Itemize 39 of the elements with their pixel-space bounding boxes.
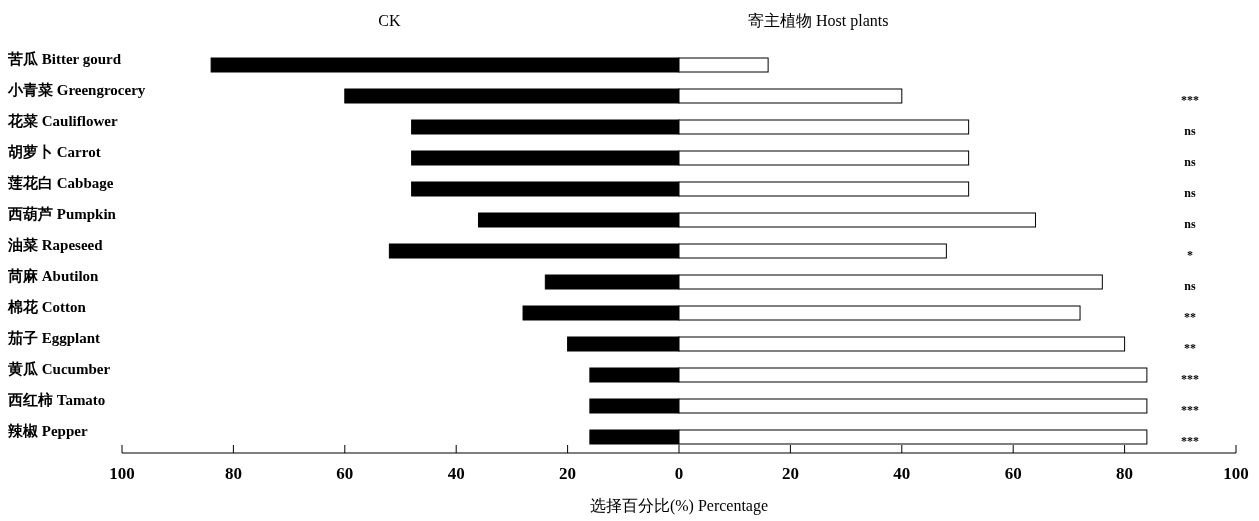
annotation: ns: [1184, 279, 1196, 293]
annotation: ***: [1181, 93, 1199, 107]
annotation: ns: [1184, 186, 1196, 200]
annotation: **: [1184, 310, 1196, 324]
y-tick-label: 小青菜 Greengrocery: [7, 82, 146, 98]
y-tick-label: 花菜 Cauliflower: [7, 113, 118, 129]
x-tick-label: 100: [1223, 464, 1249, 483]
y-tick-label: 西红柿 Tamato: [7, 392, 106, 408]
y-tick-label: 茄子 Eggplant: [7, 330, 101, 346]
series-label: 寄主植物 Host plants: [748, 12, 889, 30]
x-tick-label: 60: [1004, 464, 1022, 483]
x-tick-label: 40: [893, 464, 911, 483]
y-tick-label: 苘麻 Abutilon: [7, 267, 100, 284]
x-tick-label: 0: [674, 464, 684, 483]
annotation: ***: [1181, 372, 1199, 386]
annotation: *: [1187, 248, 1193, 262]
y-tick-label: 西葫芦 Pumpkin: [7, 206, 117, 222]
y-tick-label: 苦瓜 Bitter gourd: [7, 51, 122, 67]
x-tick-label: 20: [559, 464, 577, 483]
annotation: ns: [1184, 217, 1196, 231]
annotation: **: [1184, 341, 1196, 355]
x-tick-label: 20: [781, 464, 799, 483]
x-tick-label: 60: [336, 464, 354, 483]
y-tick-label: 油菜 Rapeseed: [7, 237, 104, 253]
y-tick-label: 棉花 Cotton: [7, 299, 87, 315]
annotation: ***: [1181, 403, 1199, 417]
y-tick-label: 莲花白 Cabbage: [7, 175, 114, 191]
annotation: ns: [1184, 124, 1196, 138]
annotation: ns: [1184, 155, 1196, 169]
x-tick-label: 80: [224, 464, 242, 483]
series-label: CK: [378, 12, 401, 29]
y-tick-label: 黄瓜 Cucumber: [7, 361, 111, 377]
x-tick-label: 100: [109, 464, 135, 483]
y-tick-label: 胡萝卜 Carrot: [7, 144, 101, 160]
x-tick-label: 80: [1116, 464, 1134, 483]
annotation: ***: [1181, 434, 1199, 448]
x-axis-title: 选择百分比(%) Percentage: [589, 497, 769, 515]
y-tick-label: 辣椒 Pepper: [7, 423, 88, 439]
x-tick-label: 40: [447, 464, 465, 483]
